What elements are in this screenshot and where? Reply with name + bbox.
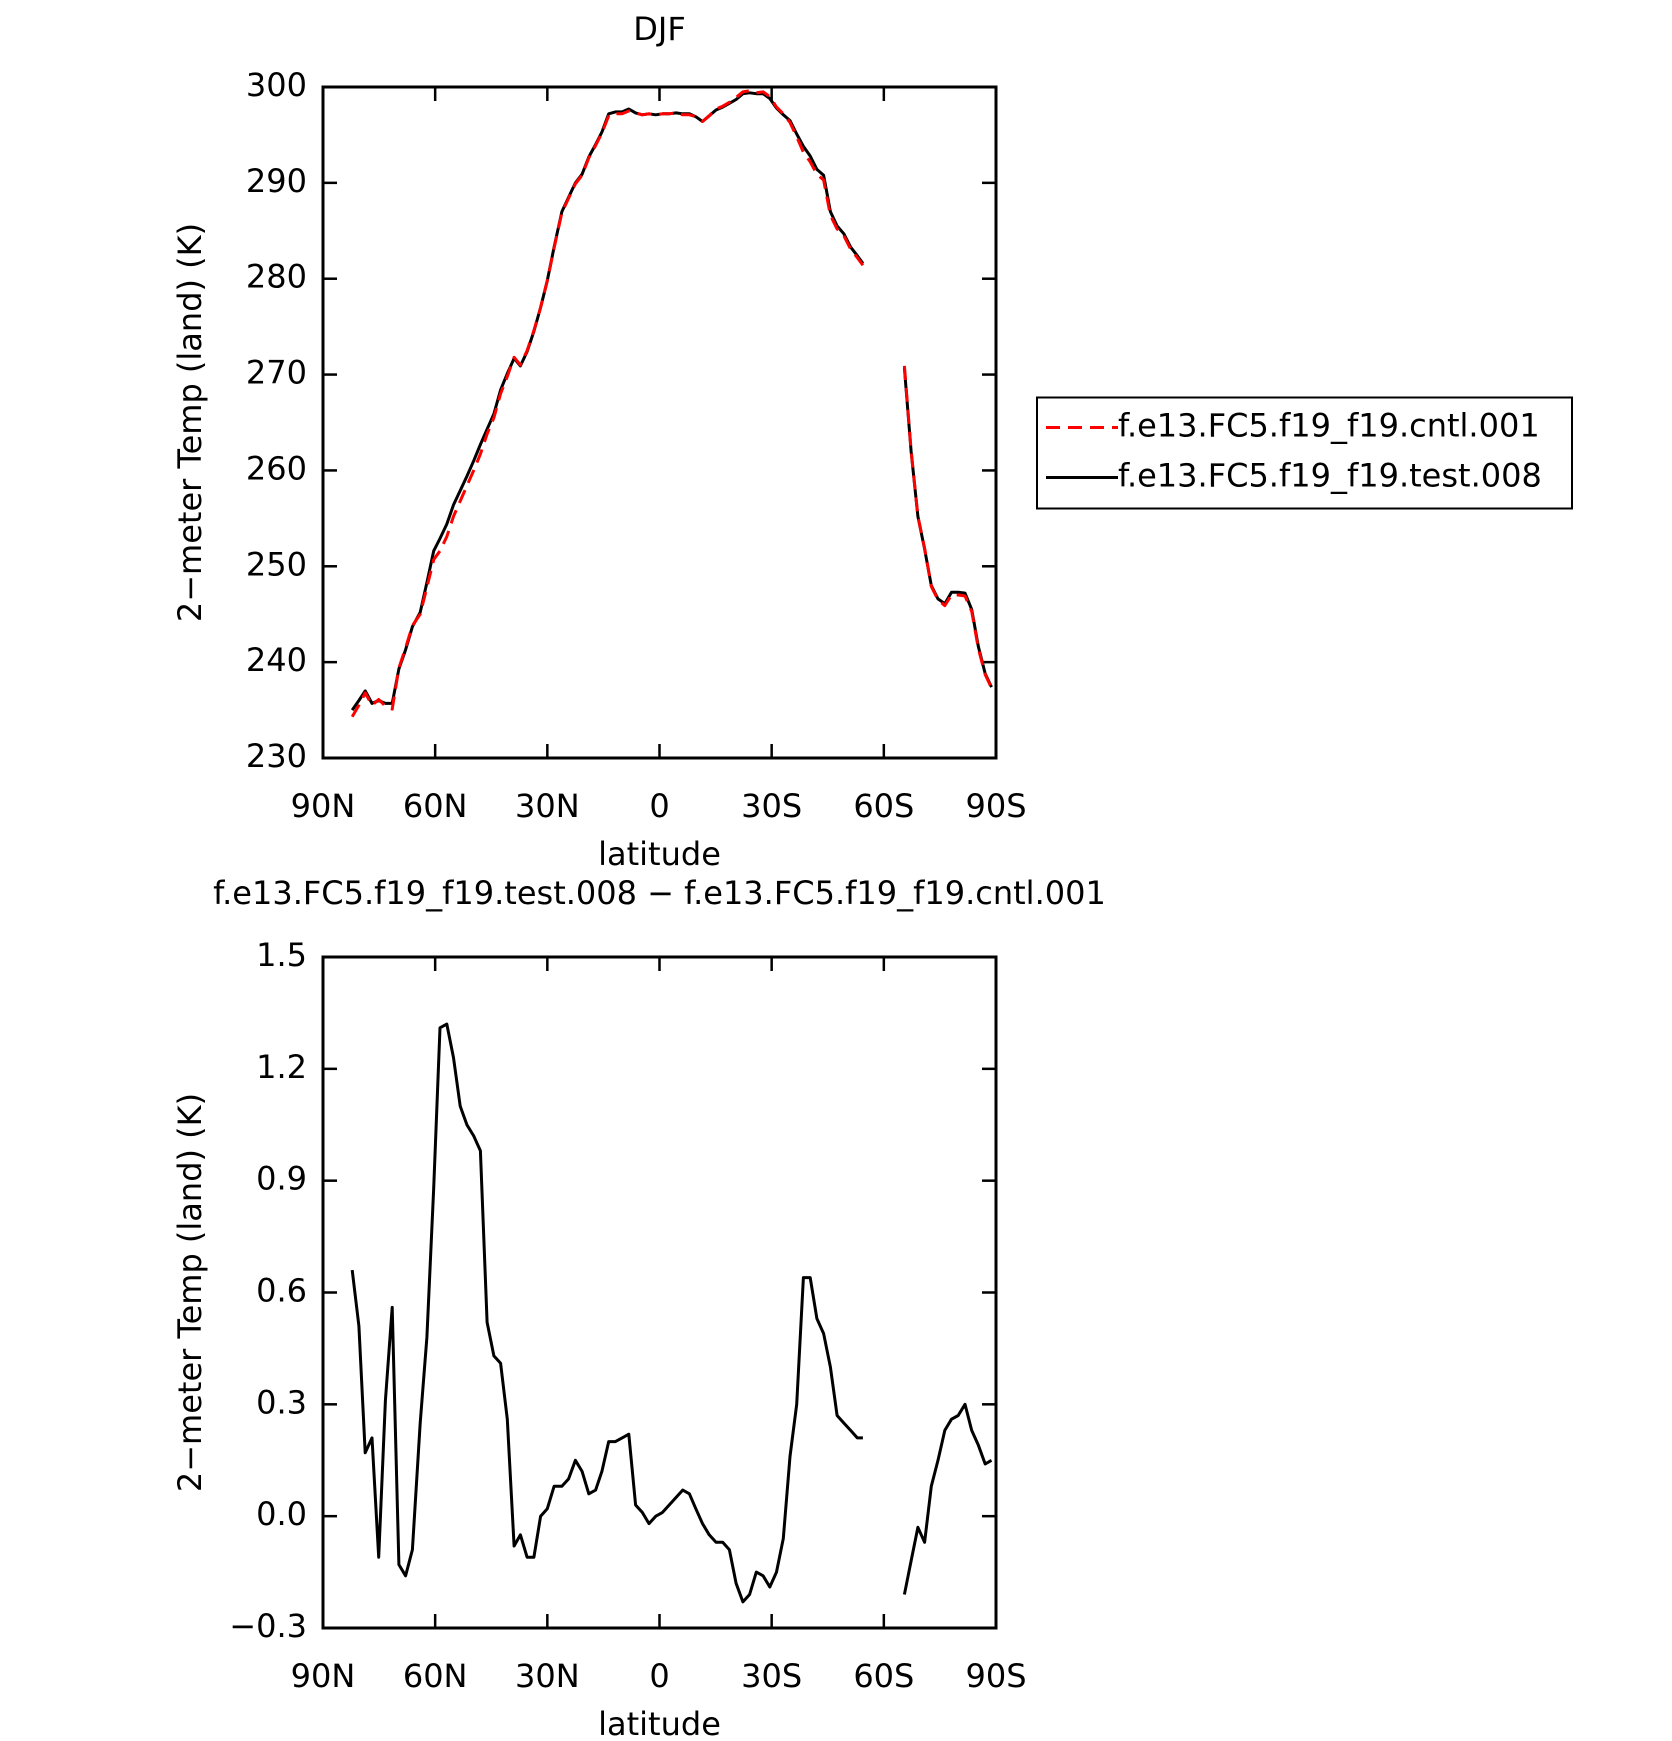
x-tick-label: 60S xyxy=(853,787,914,825)
x-tick-label: 30S xyxy=(741,1657,802,1695)
y-tick-label: 240 xyxy=(246,641,307,679)
plot-frame xyxy=(321,85,998,760)
y-tick-label: 230 xyxy=(246,737,307,775)
x-tick-label: 90N xyxy=(291,787,356,825)
x-tick-label: 30N xyxy=(515,787,580,825)
x-tick-label: 90N xyxy=(291,1657,356,1695)
y-axis-label: 2−meter Temp (land) (K) xyxy=(171,223,209,622)
y-tick-label: 0.0 xyxy=(256,1495,307,1533)
chart-title: DJF xyxy=(633,10,685,48)
series-line xyxy=(350,91,993,711)
y-tick-label: 1.5 xyxy=(256,936,307,974)
x-tick-label: 90S xyxy=(965,787,1026,825)
y-tick-label: 290 xyxy=(246,162,307,200)
y-axis-label: 2−meter Temp (land) (K) xyxy=(171,1093,209,1492)
legend-label: f.e13.FC5.f19_f19.cntl.001 xyxy=(1118,407,1540,445)
x-tick-label: 0 xyxy=(649,787,669,825)
legend-label: f.e13.FC5.f19_f19.test.008 xyxy=(1118,457,1542,495)
chart-title: f.e13.FC5.f19_f19.test.008 − f.e13.FC5.f… xyxy=(213,874,1106,912)
y-tick-label: 260 xyxy=(246,449,307,487)
x-tick-label: 60N xyxy=(403,1657,468,1695)
y-tick-label: 280 xyxy=(246,258,307,296)
y-tick-label: 1.2 xyxy=(256,1048,307,1086)
x-tick-label: 0 xyxy=(649,1657,669,1695)
x-tick-label: 90S xyxy=(965,1657,1026,1695)
x-axis-label: latitude xyxy=(598,1705,721,1741)
legend-box xyxy=(1036,396,1573,510)
data-line xyxy=(350,1022,993,1604)
y-tick-label: 0.9 xyxy=(256,1160,307,1198)
x-tick-label: 30S xyxy=(741,787,802,825)
y-tick-label: 0.3 xyxy=(256,1383,307,1421)
x-axis-label: latitude xyxy=(598,835,721,873)
x-tick-label: 60S xyxy=(853,1657,914,1695)
y-tick-label: −0.3 xyxy=(229,1607,307,1645)
y-tick-label: 270 xyxy=(246,354,307,392)
y-tick-label: 250 xyxy=(246,545,307,583)
plot-frame xyxy=(321,955,998,1630)
y-tick-label: 0.6 xyxy=(256,1272,307,1310)
series-line xyxy=(350,89,993,718)
x-tick-label: 30N xyxy=(515,1657,580,1695)
x-tick-label: 60N xyxy=(403,787,468,825)
y-tick-label: 300 xyxy=(246,66,307,104)
